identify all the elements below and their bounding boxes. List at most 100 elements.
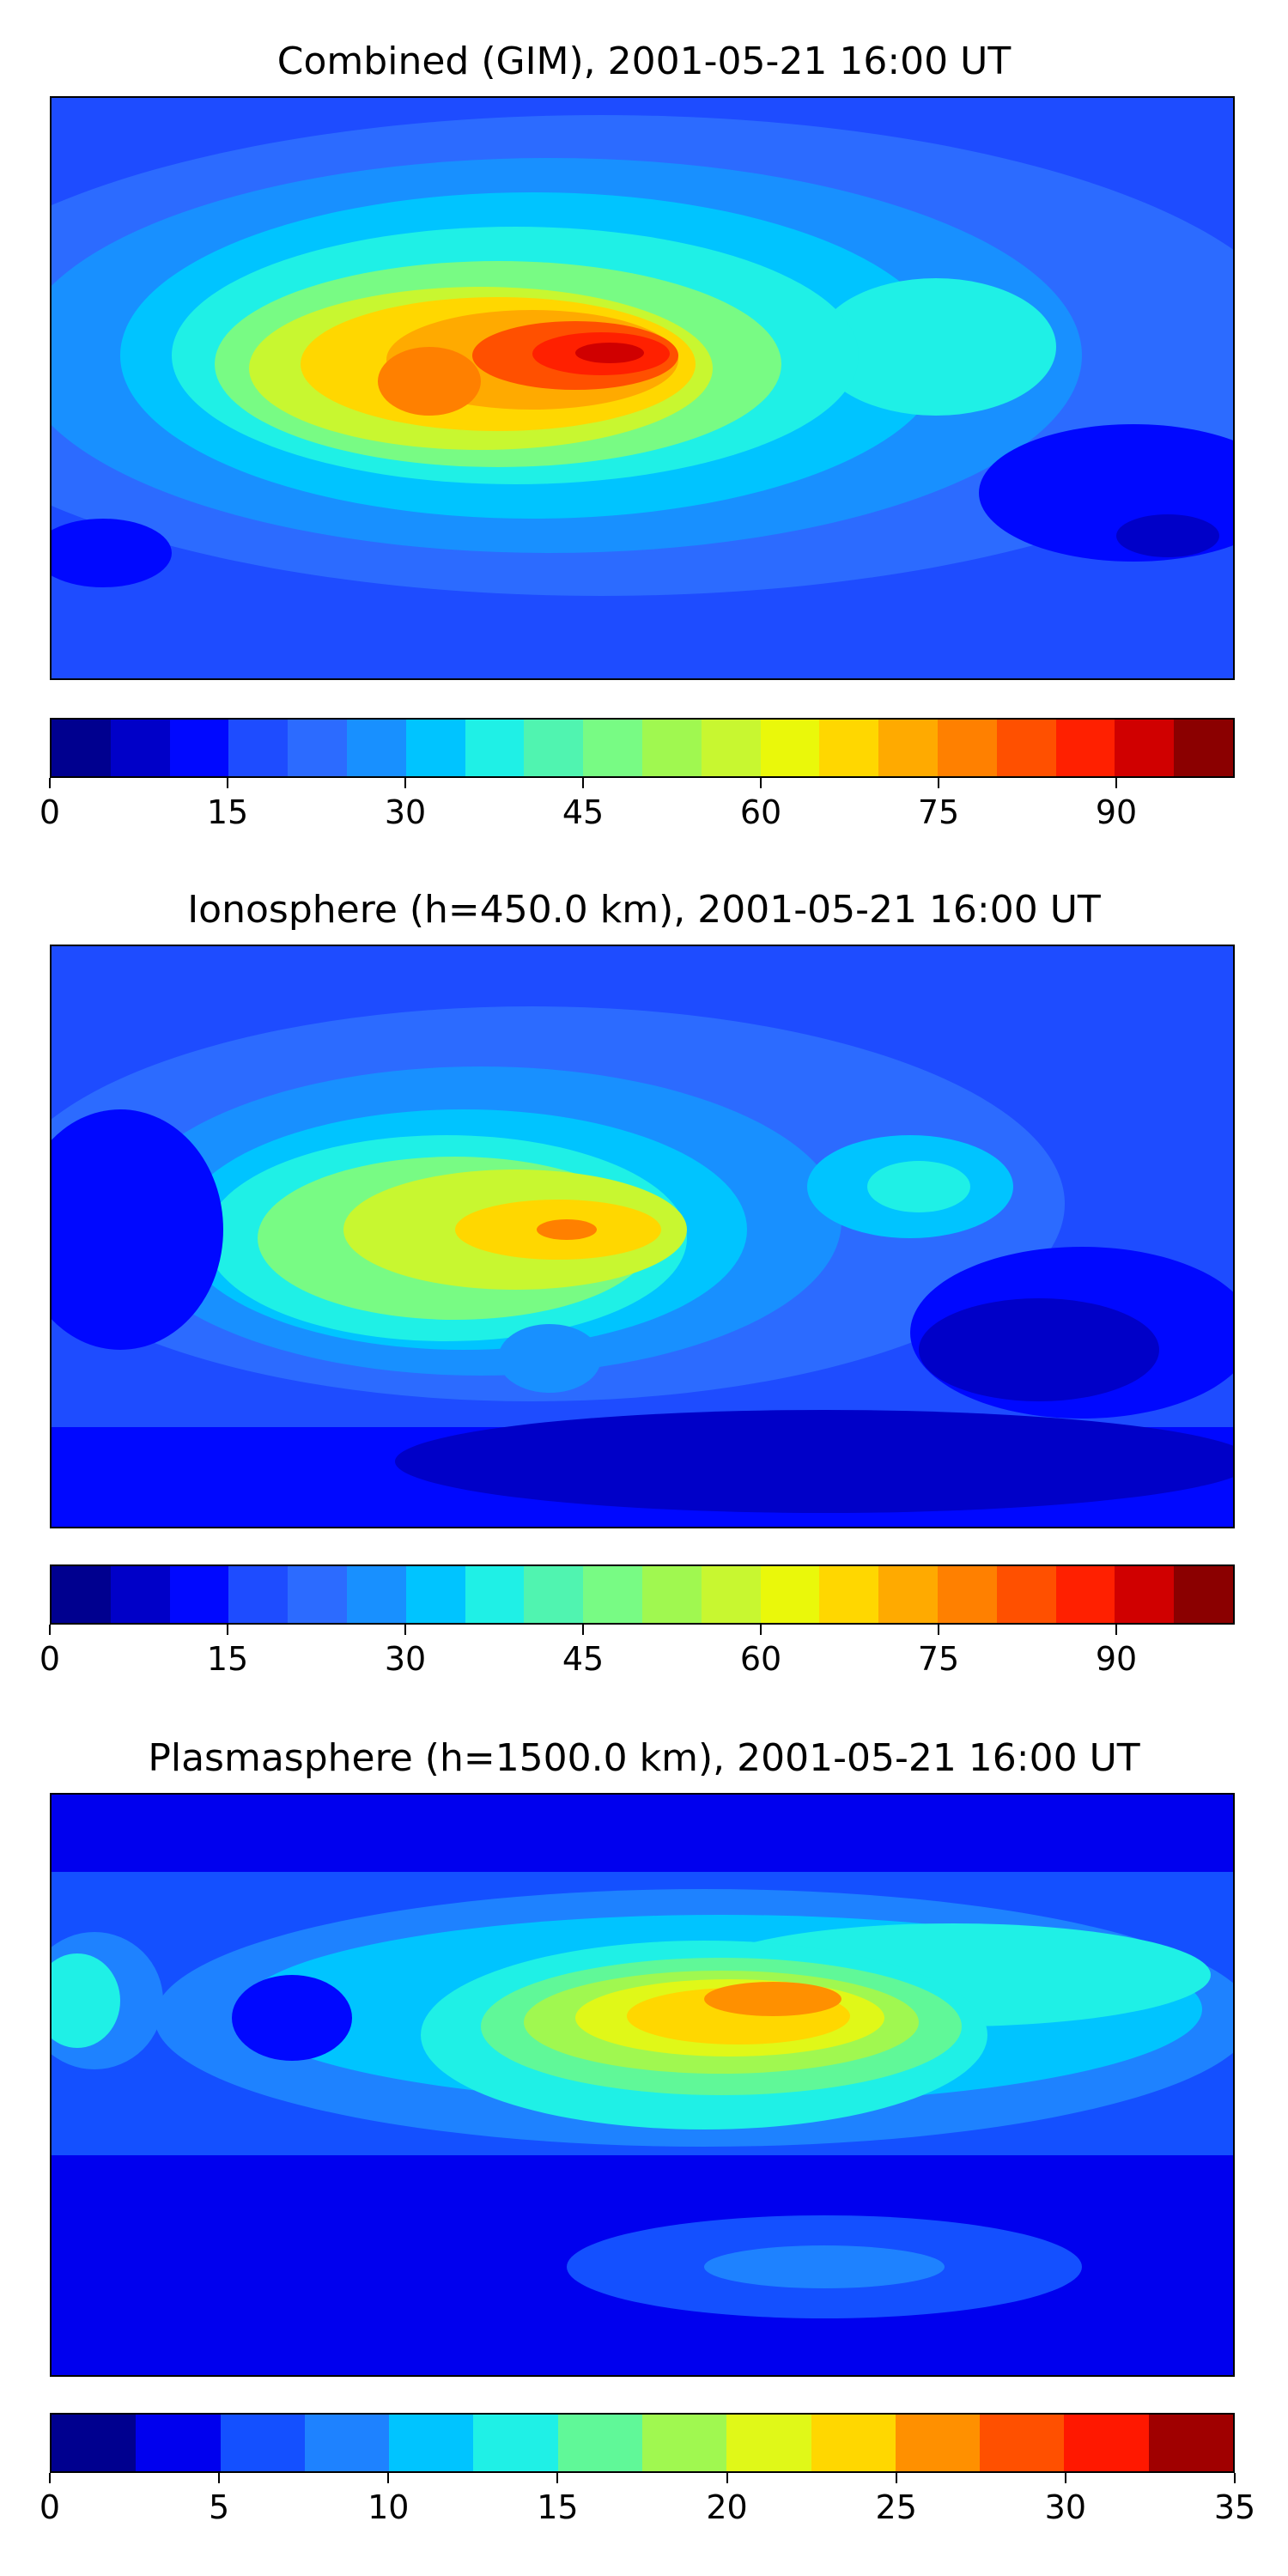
colorbar-tick xyxy=(938,1625,939,1635)
colorbar-segment xyxy=(895,2415,981,2471)
heatmap-plasmasphere xyxy=(52,1795,1233,2375)
colorbar-tick-label: 35 xyxy=(1213,2488,1256,2526)
colorbar-segment xyxy=(288,720,347,776)
colorbar-tick-label: 15 xyxy=(206,1640,249,1678)
colorbar-segment xyxy=(760,1566,820,1623)
colorbar-tick-label: 60 xyxy=(739,1640,782,1678)
colorbar-segment xyxy=(583,720,642,776)
colorbar-segment xyxy=(52,720,111,776)
colorbar-segment xyxy=(937,720,997,776)
map-ionosphere xyxy=(50,945,1235,1528)
colorbar-tick-label: 0 xyxy=(39,793,61,831)
colorbar-segment xyxy=(465,1566,525,1623)
colorbar-segment xyxy=(169,720,229,776)
colorbar-ticks: 0 5 10 15 20 25 30 35 xyxy=(39,2473,1255,2526)
colorbar-tick-label: 60 xyxy=(739,793,782,831)
colorbar-segment xyxy=(228,720,289,776)
colorbar-tick-label: 90 xyxy=(1095,793,1138,831)
chart-title: Combined (GIM), 2001-05-21 16:00 UT xyxy=(276,39,1012,83)
colorbar-tick-label: 75 xyxy=(917,793,960,831)
colorbar-tick xyxy=(556,2473,559,2483)
colorbar-tick-label: 5 xyxy=(209,2488,230,2526)
colorbar-segment xyxy=(228,1566,289,1623)
colorbar-segment xyxy=(1064,2415,1149,2471)
colorbar-segment xyxy=(641,1566,702,1623)
colorbar-segment xyxy=(405,1566,465,1623)
colorbar xyxy=(50,1564,1235,1625)
colorbar-tick-label: 0 xyxy=(39,1640,61,1678)
colorbar-segment xyxy=(937,1566,997,1623)
colorbar-tick xyxy=(218,2473,221,2483)
colorbar-segment xyxy=(304,2415,390,2471)
heatmap-ionosphere xyxy=(52,946,1233,1527)
colorbar-segment xyxy=(996,720,1056,776)
colorbar-segment xyxy=(346,720,406,776)
colorbar-segment xyxy=(220,2415,305,2471)
colorbar-segment xyxy=(136,2415,221,2471)
colorbar-tick-label: 75 xyxy=(917,1640,960,1678)
colorbar-segment xyxy=(389,2415,474,2471)
colorbar-segment xyxy=(405,720,465,776)
colorbar-tick-label: 25 xyxy=(875,2488,917,2526)
colorbar-tick-label: 30 xyxy=(384,793,427,831)
colorbar-tick-label: 0 xyxy=(39,2488,61,2526)
colorbar-segment xyxy=(1115,720,1175,776)
colorbar-tick-label: 15 xyxy=(206,793,249,831)
colorbar-tick xyxy=(582,1625,584,1635)
colorbar-tick-label: 20 xyxy=(706,2488,748,2526)
colorbar-tick-label: 30 xyxy=(1044,2488,1087,2526)
colorbar-tick xyxy=(227,778,228,788)
colorbar-tick xyxy=(227,1625,228,1635)
colorbar-tick xyxy=(938,778,939,788)
colorbar-tick xyxy=(1115,1625,1117,1635)
colorbar-segment xyxy=(1055,720,1115,776)
colorbar-segment xyxy=(524,1566,584,1623)
colorbar-segment xyxy=(701,1566,761,1623)
colorbar-segment xyxy=(811,2415,896,2471)
colorbar-tick xyxy=(895,2473,897,2483)
colorbar-segment xyxy=(52,2415,137,2471)
colorbar-segment xyxy=(110,720,170,776)
colorbar-tick xyxy=(582,778,584,788)
colorbar-segment xyxy=(288,1566,347,1623)
colorbar-tick-label: 45 xyxy=(562,1640,605,1678)
chart-title: Ionosphere (h=450.0 km), 2001-05-21 16:0… xyxy=(187,888,1101,932)
colorbar-segment xyxy=(819,720,879,776)
colorbar-ticks: 0 15 30 45 60 75 90 xyxy=(39,778,1235,831)
colorbar-segment xyxy=(52,1566,111,1623)
colorbar-segment xyxy=(465,720,525,776)
colorbar-segment xyxy=(110,1566,170,1623)
colorbar-segment xyxy=(583,1566,642,1623)
chart-title: Plasmasphere (h=1500.0 km), 2001-05-21 1… xyxy=(148,1736,1140,1780)
colorbar-tick xyxy=(404,778,406,788)
colorbar-segment xyxy=(1174,1566,1233,1623)
colorbar-segment xyxy=(878,720,938,776)
colorbar-segment xyxy=(524,720,584,776)
colorbar-tick-label: 30 xyxy=(384,1640,427,1678)
colorbar-tick xyxy=(404,1625,406,1635)
colorbar-tick-label: 90 xyxy=(1095,1640,1138,1678)
colorbar-tick xyxy=(49,2473,51,2483)
colorbar-tick-label: 15 xyxy=(537,2488,579,2526)
colorbar-tick xyxy=(49,1625,51,1635)
colorbar-segment xyxy=(1174,720,1233,776)
colorbar-segment xyxy=(641,720,702,776)
colorbar-tick xyxy=(760,1625,762,1635)
colorbar-segment xyxy=(980,2415,1065,2471)
colorbar-segment xyxy=(641,2415,727,2471)
colorbar-tick-label: 45 xyxy=(562,793,605,831)
colorbar xyxy=(50,718,1235,778)
colorbar-segment xyxy=(878,1566,938,1623)
colorbar-tick xyxy=(1115,778,1117,788)
colorbar-segment xyxy=(1148,2415,1233,2471)
colorbar-segment xyxy=(819,1566,879,1623)
colorbar-segment xyxy=(346,1566,406,1623)
colorbar-segment xyxy=(473,2415,558,2471)
colorbar-segment xyxy=(169,1566,229,1623)
colorbar-segment xyxy=(1115,1566,1175,1623)
colorbar-segment xyxy=(726,2415,811,2471)
colorbar-tick xyxy=(726,2473,728,2483)
colorbar-segment xyxy=(701,720,761,776)
colorbar-segment xyxy=(760,720,820,776)
colorbar-segment xyxy=(557,2415,642,2471)
